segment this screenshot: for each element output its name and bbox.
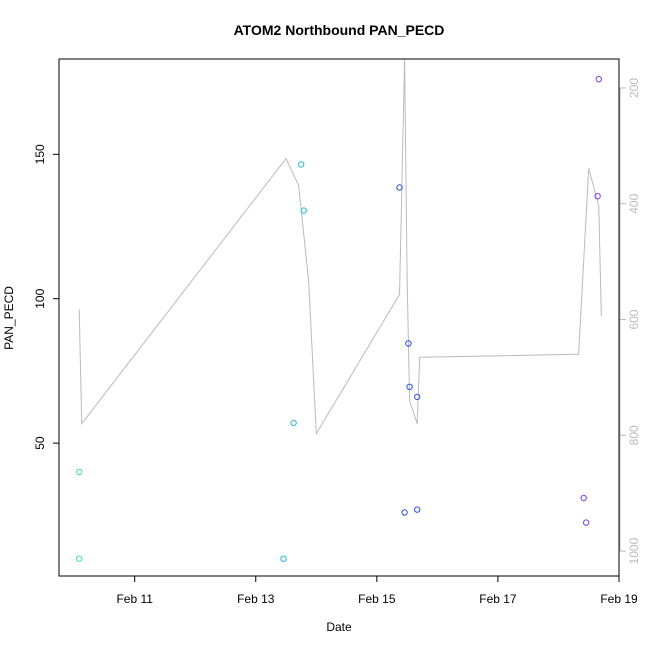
y2-tick-label: 600	[627, 309, 641, 329]
data-point	[580, 494, 587, 502]
data-point	[414, 506, 421, 513]
points-layer	[76, 76, 602, 562]
y-tick-label: 150	[33, 144, 47, 164]
x-tick-label: Feb 19	[600, 592, 638, 606]
line-layer	[78, 58, 602, 436]
data-point	[583, 519, 590, 526]
y-axis-label: PAN_PECD	[2, 286, 16, 350]
data-point	[396, 184, 403, 191]
plot-frame	[58, 58, 620, 577]
data-point	[401, 509, 408, 516]
data-point	[595, 76, 602, 83]
data-point	[298, 161, 305, 168]
data-point	[414, 393, 421, 401]
x-tick-label: Feb 15	[358, 592, 396, 606]
data-point	[76, 555, 83, 562]
y-tick-label: 50	[33, 436, 47, 450]
y-axis: 50 100 150	[33, 144, 60, 450]
series-line	[78, 58, 602, 436]
x-tick-label: Feb 11	[116, 592, 153, 606]
x-axis-label: Date	[326, 620, 352, 634]
data-point	[405, 340, 412, 347]
y-tick-label: 100	[33, 288, 47, 308]
y2-tick-label: 200	[627, 78, 641, 98]
data-point	[76, 468, 83, 476]
data-point	[406, 383, 413, 390]
y2-tick-label: 1000	[627, 537, 641, 564]
y2-tick-label: 800	[627, 425, 641, 445]
data-point	[594, 193, 601, 200]
data-point	[290, 419, 297, 427]
chart-title: ATOM2 Northbound PAN_PECD	[234, 22, 445, 38]
x-tick-label: Feb 17	[479, 592, 517, 606]
data-point	[280, 555, 287, 562]
y2-tick-label: 400	[627, 193, 641, 213]
y2-axis: 200 400 600 800 1000	[619, 78, 641, 564]
x-tick-label: Feb 13	[237, 592, 275, 606]
data-point	[300, 207, 307, 214]
x-axis: Feb 11 Feb 13 Feb 15 Feb 17 Feb 19	[116, 575, 638, 606]
